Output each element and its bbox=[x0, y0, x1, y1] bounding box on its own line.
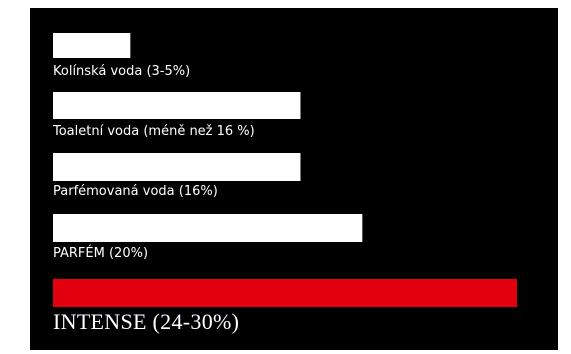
category-label-1: Toaletní voda (méně než 16 %) bbox=[53, 124, 255, 139]
category-label-0: Kolínská voda (3-5%) bbox=[53, 64, 191, 79]
bar-4 bbox=[53, 279, 517, 307]
bar-2 bbox=[53, 153, 301, 181]
category-label-2: Parfémovaná voda (16%) bbox=[53, 184, 218, 199]
bar-3 bbox=[53, 214, 363, 242]
category-label-4: INTENSE (24-30%) bbox=[53, 309, 240, 334]
chart-panel: Kolínská voda (3-5%) Toaletní voda (méně … bbox=[30, 8, 558, 350]
category-label-3: PARFÉM (20%) bbox=[53, 246, 149, 261]
bars-layer bbox=[53, 33, 517, 307]
bar-1 bbox=[53, 92, 301, 119]
bar-0 bbox=[53, 33, 131, 58]
